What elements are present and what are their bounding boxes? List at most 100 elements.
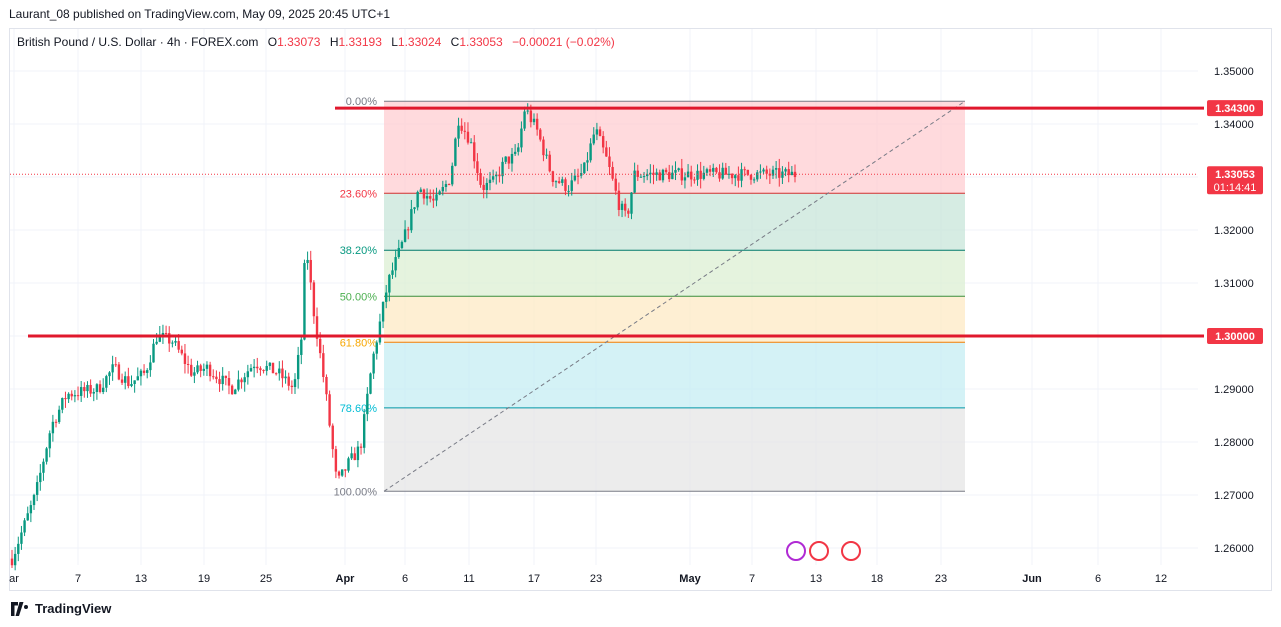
candle-body — [734, 175, 737, 179]
candle-body — [576, 175, 580, 177]
candle — [124, 371, 127, 390]
candle — [212, 369, 215, 380]
candle — [287, 372, 290, 391]
candle — [296, 346, 300, 389]
candle-body — [369, 373, 372, 394]
time-tick-label: 12 — [1155, 573, 1167, 585]
candle — [130, 375, 133, 388]
candle-body — [334, 449, 338, 472]
candle — [539, 128, 542, 142]
candle — [488, 171, 492, 191]
candle-body — [243, 377, 246, 383]
candle-body — [340, 469, 344, 476]
candle-body — [10, 558, 14, 566]
earnings-event-icon — [786, 541, 806, 561]
candle — [193, 367, 196, 384]
candle — [293, 373, 297, 394]
candle — [573, 169, 577, 182]
candle — [149, 355, 152, 377]
candle — [300, 334, 303, 365]
candle-body — [457, 125, 460, 139]
candle-body — [570, 180, 573, 191]
candle — [208, 361, 212, 382]
candle-body — [425, 196, 429, 199]
candle-body — [633, 170, 636, 193]
candle — [554, 180, 558, 189]
candle — [693, 176, 696, 184]
candle — [683, 172, 687, 189]
candle-body — [57, 409, 61, 423]
candle-body — [177, 341, 180, 350]
candle-body — [315, 316, 319, 339]
close-label: C — [450, 35, 460, 49]
candle-body — [76, 395, 80, 397]
candle — [708, 165, 712, 177]
candle-body — [240, 379, 243, 383]
candle-body — [168, 333, 171, 344]
fibonacci-retracement: 0.00% 23.60% 38.20% 50.00% 61.80% 78.60% 100.0… — [334, 96, 966, 498]
candle-body — [668, 172, 671, 180]
candle-body — [535, 118, 539, 130]
candle — [378, 313, 382, 345]
candle-body — [296, 354, 300, 380]
candle — [460, 118, 463, 134]
candle-body — [642, 176, 646, 178]
candle — [331, 423, 334, 458]
candle-body — [359, 446, 363, 448]
candle — [312, 280, 316, 324]
candle — [601, 131, 605, 154]
candle — [70, 390, 73, 401]
candle — [385, 284, 388, 309]
candle-body — [32, 494, 36, 506]
candle — [227, 371, 231, 395]
candle-body — [256, 366, 259, 369]
candle-body — [730, 173, 734, 179]
candle-body — [378, 321, 382, 343]
price-label-value: 1.30000 — [1215, 331, 1255, 343]
candle — [504, 156, 507, 165]
candle-body — [614, 178, 617, 191]
candle-body — [224, 375, 228, 379]
candle-body — [385, 292, 388, 302]
candle — [268, 362, 272, 370]
candle — [664, 167, 668, 175]
candle-body — [554, 181, 558, 183]
candle-body — [752, 179, 756, 181]
candle — [737, 166, 740, 188]
candle-body — [652, 172, 655, 175]
candle-body — [495, 174, 498, 177]
candle-body — [278, 368, 281, 374]
candle-body — [586, 160, 589, 163]
candle — [447, 183, 451, 186]
candle-body — [67, 393, 70, 400]
candle — [322, 344, 325, 383]
candle — [394, 249, 397, 278]
candle — [476, 153, 479, 181]
candle-body — [482, 184, 485, 191]
candle-body — [89, 384, 92, 394]
candle — [617, 182, 621, 217]
candle — [542, 136, 545, 162]
candle — [215, 370, 218, 384]
candle-body — [422, 189, 426, 199]
candle-body — [699, 170, 702, 179]
candle-body — [630, 192, 633, 214]
candle-body — [693, 179, 696, 181]
candle-body — [595, 129, 599, 135]
candle-body — [671, 172, 674, 180]
price-axis: 1.350001.340001.330001.320001.310001.300… — [1207, 66, 1263, 555]
candle — [545, 148, 548, 159]
candle — [51, 414, 55, 442]
candle-body — [190, 364, 193, 376]
candle — [20, 525, 23, 550]
candle-body — [715, 167, 718, 173]
candle — [655, 168, 658, 181]
candle — [325, 374, 328, 401]
candle-body — [718, 172, 721, 179]
candle-body — [548, 154, 551, 172]
candle-body — [649, 172, 652, 175]
candle-body — [54, 421, 58, 423]
candle-body — [205, 364, 209, 369]
candle — [39, 464, 42, 491]
